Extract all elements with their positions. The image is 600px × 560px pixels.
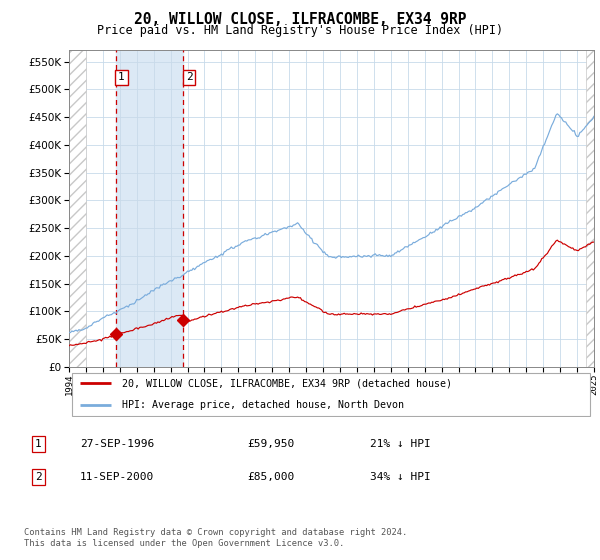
Bar	[69, 50, 86, 367]
Text: 27-SEP-1996: 27-SEP-1996	[80, 438, 154, 449]
Bar	[586, 50, 594, 367]
Text: £59,950: £59,950	[247, 438, 295, 449]
Text: HPI: Average price, detached house, North Devon: HPI: Average price, detached house, Nort…	[121, 400, 404, 410]
Bar	[116, 50, 184, 367]
Text: 2: 2	[35, 472, 42, 482]
Text: 11-SEP-2000: 11-SEP-2000	[80, 472, 154, 482]
Text: 21% ↓ HPI: 21% ↓ HPI	[370, 438, 431, 449]
FancyBboxPatch shape	[71, 373, 590, 416]
Text: 20, WILLOW CLOSE, ILFRACOMBE, EX34 9RP: 20, WILLOW CLOSE, ILFRACOMBE, EX34 9RP	[134, 12, 466, 27]
Text: 1: 1	[118, 72, 125, 82]
Text: 2: 2	[186, 72, 193, 82]
Text: 20, WILLOW CLOSE, ILFRACOMBE, EX34 9RP (detached house): 20, WILLOW CLOSE, ILFRACOMBE, EX34 9RP (…	[121, 378, 452, 388]
Text: £85,000: £85,000	[247, 472, 295, 482]
Text: Contains HM Land Registry data © Crown copyright and database right 2024.
This d: Contains HM Land Registry data © Crown c…	[24, 528, 407, 548]
Text: Price paid vs. HM Land Registry's House Price Index (HPI): Price paid vs. HM Land Registry's House …	[97, 24, 503, 37]
Text: 1: 1	[35, 438, 42, 449]
Text: 34% ↓ HPI: 34% ↓ HPI	[370, 472, 431, 482]
